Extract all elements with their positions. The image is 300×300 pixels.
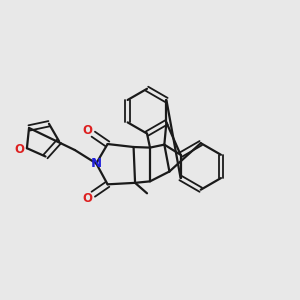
Text: O: O [14, 143, 24, 156]
Text: N: N [91, 157, 102, 170]
Text: O: O [82, 124, 92, 137]
Text: O: O [82, 192, 92, 205]
